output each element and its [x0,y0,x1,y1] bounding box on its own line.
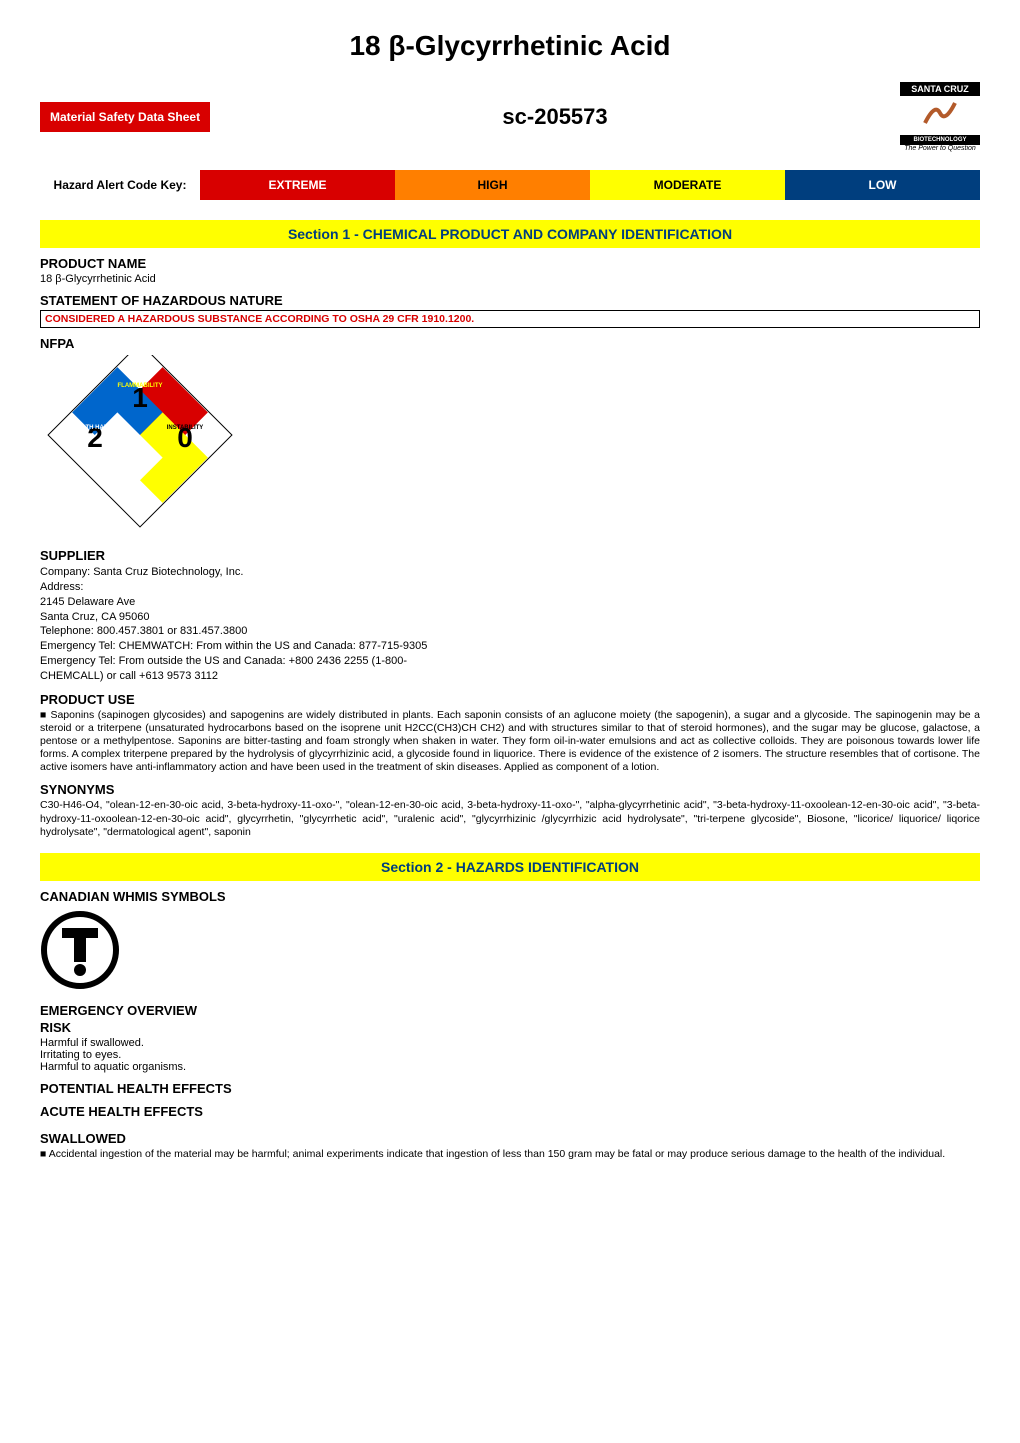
section1-bar: Section 1 - CHEMICAL PRODUCT AND COMPANY… [40,220,980,248]
acute-health-heading: ACUTE HEALTH EFFECTS [40,1104,980,1119]
whmis-symbol [40,910,980,993]
nfpa-heading: NFPA [40,336,980,351]
product-name: 18 β-Glycyrrhetinic Acid [40,273,980,285]
sc-number: sc-205573 [210,104,900,130]
supplier-emerg2: Emergency Tel: From outside the US and C… [40,654,460,684]
supplier-line1: 2145 Delaware Ave [40,595,460,610]
logo-icon [900,96,980,135]
potential-health-heading: POTENTIAL HEALTH EFFECTS [40,1081,980,1096]
supplier-emerg1: Emergency Tel: CHEMWATCH: From within th… [40,639,460,654]
header-row: Material Safety Data Sheet sc-205573 SAN… [40,82,980,152]
product-use-heading: PRODUCT USE [40,692,980,707]
swallowed-text: Accidental ingestion of the material may… [40,1148,980,1161]
svg-text:INSTABILITY: INSTABILITY [167,425,204,431]
msds-badge: Material Safety Data Sheet [40,102,210,132]
emergency-overview-heading: EMERGENCY OVERVIEW [40,1003,980,1018]
supplier-address-label: Address: [40,580,460,595]
risk-line-2: Irritating to eyes. [40,1049,980,1061]
product-use-text: Saponins (sapinogen glycosides) and sapo… [40,709,980,775]
hazard-key-row: Hazard Alert Code Key: EXTREME HIGH MODE… [40,170,980,200]
hazard-extreme: EXTREME [200,170,395,200]
logo-caption: The Power to Question [900,145,980,152]
section2-bar: Section 2 - HAZARDS IDENTIFICATION [40,853,980,881]
page-title: 18 β-Glycyrrhetinic Acid [40,30,980,62]
hazard-statement: CONSIDERED A HAZARDOUS SUBSTANCE ACCORDI… [40,310,980,328]
supplier-block: Company: Santa Cruz Biotechnology, Inc. … [40,565,460,684]
synonyms-text: C30-H46-O4, "olean-12-en-30-oic acid, 3-… [40,799,980,838]
hazard-key-label: Hazard Alert Code Key: [40,178,200,192]
supplier-line2: Santa Cruz, CA 95060 [40,610,460,625]
statement-heading: STATEMENT OF HAZARDOUS NATURE [40,293,980,308]
supplier-tel: Telephone: 800.457.3801 or 831.457.3800 [40,624,460,639]
logo-sub: BIOTECHNOLOGY [900,135,980,145]
risk-line-1: Harmful if swallowed. [40,1037,980,1049]
swallowed-heading: SWALLOWED [40,1131,980,1146]
synonyms-heading: SYNONYMS [40,782,980,797]
risk-heading: RISK [40,1020,980,1035]
hazard-low: LOW [785,170,980,200]
risk-line-3: Harmful to aquatic organisms. [40,1061,980,1073]
product-name-heading: PRODUCT NAME [40,256,980,271]
company-logo: SANTA CRUZ BIOTECHNOLOGY The Power to Qu… [900,82,980,152]
svg-text:HEALTH HAZARD: HEALTH HAZARD [70,425,122,431]
supplier-company: Company: Santa Cruz Biotechnology, Inc. [40,565,460,580]
logo-top: SANTA CRUZ [900,82,980,96]
nfpa-diamond: 1 2 0 FLAMMABILITY HEALTH HAZARD INSTABI… [40,355,980,538]
svg-text:FLAMMABILITY: FLAMMABILITY [118,383,163,389]
whmis-heading: CANADIAN WHMIS SYMBOLS [40,889,980,904]
hazard-high: HIGH [395,170,590,200]
hazard-moderate: MODERATE [590,170,785,200]
supplier-heading: SUPPLIER [40,548,980,563]
